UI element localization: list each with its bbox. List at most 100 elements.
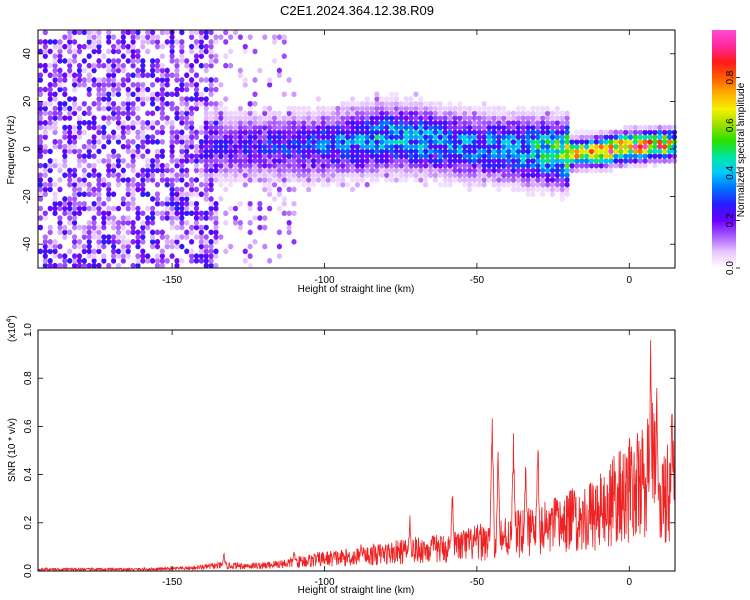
- spectrogram-cell: [203, 120, 209, 126]
- spectrogram-cell: [213, 200, 219, 207]
- spectrogram-cell: [666, 148, 673, 155]
- spectrogram-cell: [354, 105, 361, 112]
- spectrogram-cell: [271, 139, 278, 145]
- spectrogram-cell: [637, 124, 643, 131]
- spectrogram-cell: [310, 124, 317, 131]
- spectrogram-cell: [115, 134, 122, 140]
- spectrogram-cell: [203, 167, 209, 174]
- spectrogram-cell: [223, 248, 229, 255]
- spectrogram-cell: [115, 67, 122, 74]
- spectrogram-cell: [276, 115, 282, 121]
- spectrogram-cell: [106, 210, 112, 217]
- spectrogram-cell: [169, 134, 175, 140]
- spectrogram-cell: [549, 181, 556, 188]
- spectrogram-cell: [198, 191, 204, 198]
- spectrogram-cell: [110, 215, 117, 221]
- spectrogram-cell: [262, 134, 268, 140]
- spectrogram-cell: [486, 129, 492, 136]
- spectrogram-cell: [510, 124, 517, 131]
- spectrogram-cell: [276, 205, 282, 212]
- spectrogram-cell: [62, 34, 68, 40]
- spectrogram-cell: [559, 158, 565, 164]
- spectrogram-cell: [306, 110, 312, 117]
- spectrogram-cell: [213, 134, 219, 140]
- spectrogram-cell: [101, 224, 107, 231]
- spectrogram-cell: [262, 181, 268, 188]
- spectrogram-cell: [579, 139, 585, 145]
- spectrogram-cell: [345, 181, 351, 188]
- spectrogram-cell: [198, 39, 204, 45]
- spectrogram-cell: [486, 148, 492, 155]
- spectrogram-cell: [447, 120, 453, 126]
- spectrogram-cell: [130, 219, 136, 226]
- spectrogram-cell: [193, 258, 200, 264]
- spectrogram-cell: [364, 134, 370, 140]
- snr-x-tick-label: 0: [627, 577, 633, 588]
- spectrogram-cell: [486, 105, 492, 112]
- spectrogram-cell: [276, 139, 282, 145]
- spectrogram-cell: [184, 86, 190, 93]
- snr-scale-text: (x104): [6, 315, 18, 342]
- spectrogram-cell: [345, 110, 351, 117]
- spectrogram-cell: [135, 48, 141, 55]
- spectrogram-cell: [520, 172, 526, 178]
- spectrogram-cell: [193, 148, 200, 155]
- spectrogram-cell: [330, 139, 336, 145]
- spectrogram-cell: [325, 181, 331, 188]
- spectrogram-cell: [457, 105, 463, 112]
- spectrogram-cell: [296, 158, 302, 164]
- spectrogram-cell: [271, 143, 278, 150]
- spectrogram-cell: [447, 124, 453, 131]
- spectrogram-cell: [388, 134, 395, 140]
- spectrogram-cell: [174, 58, 180, 64]
- spectrogram-cell: [349, 186, 356, 193]
- spectrogram-cell: [481, 158, 487, 164]
- spectrogram-cell: [432, 167, 439, 174]
- spectrogram-cell: [242, 110, 248, 117]
- spectrogram-cell: [554, 148, 560, 155]
- spectrogram-cell: [184, 62, 190, 69]
- spectrogram-cell: [291, 200, 297, 207]
- spectrogram-cell: [384, 162, 390, 169]
- spectrogram-cell: [345, 143, 351, 150]
- spectrogram-cell: [140, 91, 146, 98]
- spectrogram-cell: [564, 181, 570, 188]
- spectrogram-cell: [359, 143, 365, 150]
- spectrogram-cell: [91, 39, 97, 45]
- spectrogram-cell: [520, 129, 526, 136]
- spectrogram-cell: [447, 110, 453, 117]
- spectrogram-cell: [154, 77, 161, 83]
- spectrogram-cell: [37, 105, 44, 112]
- spectrogram-cell: [208, 43, 214, 50]
- spectrogram-cell: [247, 205, 253, 212]
- spectrogram-cell: [501, 129, 507, 136]
- spectrogram-cell: [242, 162, 248, 169]
- spectrogram-cell: [325, 158, 331, 164]
- spectrogram-cell: [62, 262, 68, 269]
- spectrogram-cell: [130, 105, 136, 112]
- spectrogram-cell: [462, 153, 468, 159]
- spectrogram-cell: [189, 77, 195, 83]
- spectrogram-cell: [208, 120, 214, 126]
- spectrogram-cell: [223, 139, 229, 145]
- spectrogram-cell: [535, 181, 541, 188]
- spectrogram-cell: [345, 120, 351, 126]
- spectrogram-cell: [203, 186, 209, 193]
- spectrogram-cell: [213, 262, 219, 269]
- spectrogram-cell: [62, 258, 68, 264]
- spectrogram-cell: [52, 120, 58, 126]
- spectrogram-cell: [203, 48, 209, 55]
- spectrogram-cell: [427, 148, 434, 155]
- spectrogram-cell: [437, 129, 443, 136]
- spectrogram-cell: [496, 162, 502, 169]
- spectrogram-cell: [291, 143, 297, 150]
- spectrogram-cell: [403, 96, 409, 102]
- spectrogram-cell: [52, 43, 58, 50]
- spectrogram-cell: [120, 43, 126, 50]
- spectrogram-cell: [564, 167, 570, 174]
- spectrogram-cell: [554, 162, 560, 169]
- spectrogram-cell: [296, 110, 302, 117]
- spectrogram-cell: [252, 91, 258, 98]
- spectrogram-cell: [345, 162, 351, 169]
- spectrogram-cell: [384, 158, 390, 164]
